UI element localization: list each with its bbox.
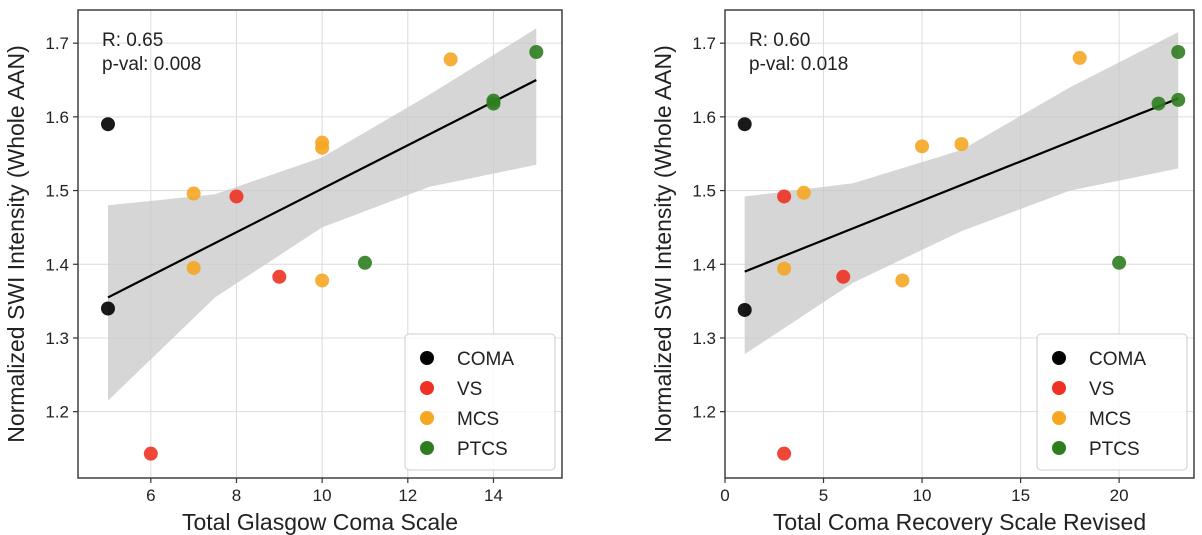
x-tick-label: 10 [913, 486, 932, 505]
data-point-mcs [186, 186, 201, 201]
legend-box [1036, 333, 1188, 471]
data-point-ptcs [1151, 96, 1166, 111]
x-tick-label: 8 [232, 486, 241, 505]
legend-marker-coma [1052, 351, 1066, 365]
legend-marker-vs [420, 381, 434, 395]
legend-marker-mcs [420, 411, 434, 425]
legend-label-mcs: MCS [457, 409, 499, 430]
x-axis-label: Total Coma Recovery Scale Revised [773, 509, 1146, 535]
y-tick-label: 1.7 [45, 34, 69, 53]
plot-frame [724, 9, 1195, 479]
data-point-mcs [315, 140, 330, 155]
legend-box [404, 333, 556, 471]
y-axis-label: Normalized SWI Intensity (Whole AAN) [3, 45, 29, 443]
x-tick-label: 15 [1011, 486, 1030, 505]
data-point-mcs [777, 261, 792, 276]
p-value-annotation: p-val: 0.008 [102, 54, 201, 75]
legend: COMA VS MCS PTCS [404, 333, 556, 471]
data-point-vs [143, 446, 158, 461]
y-tick-label: 1.7 [692, 34, 716, 53]
x-tick-label: 6 [146, 486, 155, 505]
chart-panel-2: 0 5 10 15 20 1.2 1.3 1.4 1.5 1.6 1.7 Total Coma Rec… [650, 9, 1195, 535]
data-point-vs [777, 189, 792, 204]
legend-marker-mcs [1052, 411, 1066, 425]
legend-label-ptcs: PTCS [457, 439, 508, 460]
legend-label-ptcs: PTCS [1089, 439, 1140, 460]
y-tick-label: 1.5 [45, 182, 69, 201]
x-tick-label: 5 [819, 486, 828, 505]
data-point-ptcs [357, 255, 372, 270]
p-value-annotation: p-val: 0.018 [749, 54, 848, 75]
data-point-vs [229, 189, 244, 204]
data-point-coma [100, 117, 115, 132]
r-value-annotation: R: 0.65 [102, 30, 163, 51]
data-point-ptcs [529, 45, 544, 60]
y-tick-label: 1.4 [45, 255, 69, 274]
y-tick-label: 1.5 [692, 182, 716, 201]
data-point-ptcs [1112, 255, 1127, 270]
x-tick-label: 14 [484, 486, 503, 505]
y-tick-label: 1.6 [45, 108, 69, 127]
data-point-vs [272, 269, 287, 284]
x-tick-label: 10 [313, 486, 332, 505]
legend-label-coma: COMA [1089, 349, 1146, 370]
plot-frame [77, 9, 563, 479]
chart-panel-1: 6 8 10 12 14 1.2 1.3 1.4 1.5 1.6 1.7 Total Glasgow … [3, 9, 563, 535]
data-point-vs [836, 269, 851, 284]
legend-marker-coma [420, 351, 434, 365]
data-point-mcs [186, 260, 201, 275]
y-tick-label: 1.3 [692, 329, 716, 348]
y-tick-label: 1.2 [692, 403, 716, 422]
r-value-annotation: R: 0.60 [749, 30, 810, 51]
data-point-coma [100, 301, 115, 316]
y-tick-label: 1.6 [692, 108, 716, 127]
legend-label-coma: COMA [457, 349, 514, 370]
y-tick-label: 1.3 [45, 329, 69, 348]
data-point-ptcs [1171, 92, 1186, 107]
y-tick-label: 1.4 [692, 255, 716, 274]
regression-line [107, 79, 537, 299]
legend-marker-ptcs [1052, 441, 1066, 455]
x-tick-label: 12 [398, 486, 417, 505]
x-axis-label: Total Glasgow Coma Scale [182, 509, 458, 535]
legend-label-vs: VS [457, 379, 482, 400]
legend-marker-ptcs [420, 441, 434, 455]
confidence-band [744, 32, 1179, 355]
data-point-mcs [895, 273, 910, 288]
legend: COMA VS MCS PTCS [1036, 333, 1188, 471]
data-point-mcs [315, 273, 330, 288]
data-point-mcs [915, 139, 930, 154]
x-tick-label: 0 [720, 486, 729, 505]
regression-line [744, 97, 1179, 273]
confidence-band [108, 28, 537, 401]
x-tick-label: 20 [1110, 486, 1129, 505]
data-point-ptcs [486, 96, 501, 111]
data-point-vs [777, 446, 792, 461]
data-point-coma [737, 117, 752, 132]
data-point-mcs [443, 52, 458, 67]
data-point-ptcs [1171, 45, 1186, 60]
legend-label-mcs: MCS [1089, 409, 1131, 430]
y-tick-label: 1.2 [45, 403, 69, 422]
legend-marker-vs [1052, 381, 1066, 395]
data-point-coma [737, 302, 752, 317]
data-point-mcs [954, 137, 969, 152]
legend-label-vs: VS [1089, 379, 1114, 400]
y-axis-label: Normalized SWI Intensity (Whole AAN) [650, 45, 676, 443]
data-point-mcs [1072, 50, 1087, 65]
data-point-mcs [796, 185, 811, 200]
